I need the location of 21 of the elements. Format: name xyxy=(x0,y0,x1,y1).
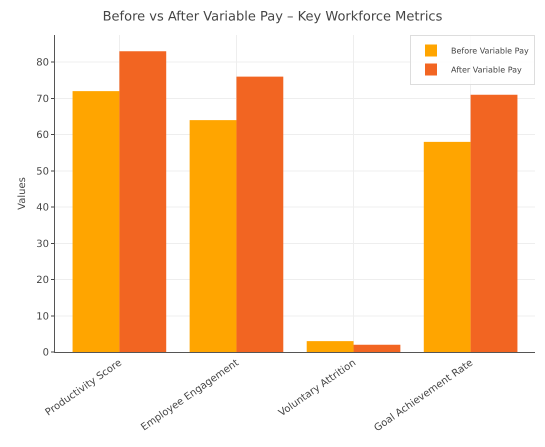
y-tick-label: 10 xyxy=(36,311,49,322)
bar xyxy=(354,344,400,352)
bar xyxy=(424,142,471,352)
bar xyxy=(72,91,120,352)
bar xyxy=(190,120,236,352)
bar xyxy=(236,76,284,352)
y-tick-label: 80 xyxy=(36,58,49,69)
y-tick-label: 20 xyxy=(36,275,49,286)
y-tick-label: 40 xyxy=(36,202,49,214)
chart-title: Before vs After Variable Pay – Key Workforce Metrics xyxy=(102,9,443,24)
y-tick-label: 70 xyxy=(36,94,49,105)
legend-label: After Variable Pay xyxy=(451,66,522,75)
legend-label: Before Variable Pay xyxy=(451,46,529,56)
y-tick-label: 30 xyxy=(36,238,49,250)
bar xyxy=(119,51,166,352)
y-tick-label: 0 xyxy=(42,348,49,358)
y-tick-label: 50 xyxy=(36,166,49,178)
bar xyxy=(470,94,518,352)
y-axis-title: Values xyxy=(17,177,28,210)
bar xyxy=(306,341,354,352)
y-tick-label: 60 xyxy=(36,130,49,142)
